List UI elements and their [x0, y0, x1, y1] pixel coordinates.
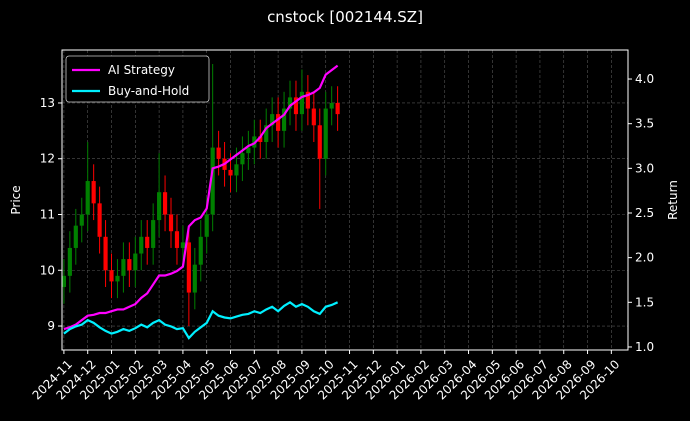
candle-body	[240, 153, 245, 165]
candle-body	[329, 102, 334, 109]
candle-body	[216, 147, 221, 159]
y-tick-label: 12	[40, 152, 55, 166]
y2-tick-label: 1.5	[635, 295, 654, 309]
candle-body	[246, 147, 251, 154]
candle-body	[133, 253, 138, 271]
series-line	[63, 300, 339, 340]
candle-body	[97, 203, 102, 237]
candle-body	[258, 136, 263, 143]
candle-body	[139, 236, 144, 254]
candle-body	[67, 247, 72, 276]
y2-tick-label: 1.0	[635, 340, 654, 354]
y-tick-label: 9	[47, 319, 55, 333]
candle-body	[276, 114, 281, 131]
candle-body	[145, 236, 150, 248]
candle-body	[234, 164, 239, 176]
candle-body	[109, 270, 114, 282]
y-axis-label: Price	[9, 185, 23, 214]
candle-body	[311, 108, 316, 126]
candle-body	[85, 181, 90, 215]
candle-body	[287, 97, 293, 109]
candle-body	[180, 242, 185, 248]
candle-body	[79, 214, 84, 226]
candle-body	[317, 125, 322, 159]
y-tick-label: 10	[40, 263, 55, 277]
candle-body	[281, 108, 287, 131]
candle-body	[186, 242, 191, 293]
legend-label: AI Strategy	[108, 63, 175, 77]
candle-body	[270, 114, 275, 126]
candle-body	[210, 147, 215, 215]
series-line	[63, 64, 339, 331]
candle-body	[61, 275, 66, 287]
candle-body	[73, 225, 78, 248]
candle-body	[103, 236, 108, 271]
legend-label: Buy-and-Hold	[108, 84, 189, 98]
plot-frame	[61, 49, 629, 351]
candle-body	[174, 231, 180, 248]
y-tick-label: 13	[40, 96, 55, 110]
candle-body	[204, 214, 209, 237]
candle-body	[151, 220, 156, 248]
candle-body	[323, 108, 328, 159]
candle-body	[198, 236, 203, 265]
candle-body	[192, 264, 197, 293]
candle-body	[91, 181, 96, 204]
candle-body	[157, 192, 162, 221]
candle-body	[121, 259, 126, 276]
y-tick-label: 11	[40, 207, 55, 221]
y2-tick-label: 2.5	[635, 206, 654, 220]
chart-title: cnstock [002144.SZ]	[267, 8, 423, 26]
legend-box	[65, 55, 210, 103]
candle-body	[127, 259, 132, 271]
candle-body	[335, 102, 340, 115]
candle-body	[162, 192, 168, 215]
y2-tick-label: 2.0	[635, 251, 654, 265]
candle-body	[168, 214, 174, 232]
candle-body	[305, 91, 310, 109]
candle-body	[299, 91, 305, 115]
y2-tick-label: 3.0	[635, 161, 654, 175]
y2-axis-label: Return	[666, 180, 680, 220]
candle-body	[264, 125, 269, 143]
y2-tick-label: 3.5	[635, 117, 654, 131]
y2-tick-label: 4.0	[635, 72, 654, 86]
candle-body	[115, 275, 120, 282]
candle-body	[228, 169, 233, 176]
candle-body	[293, 97, 299, 115]
